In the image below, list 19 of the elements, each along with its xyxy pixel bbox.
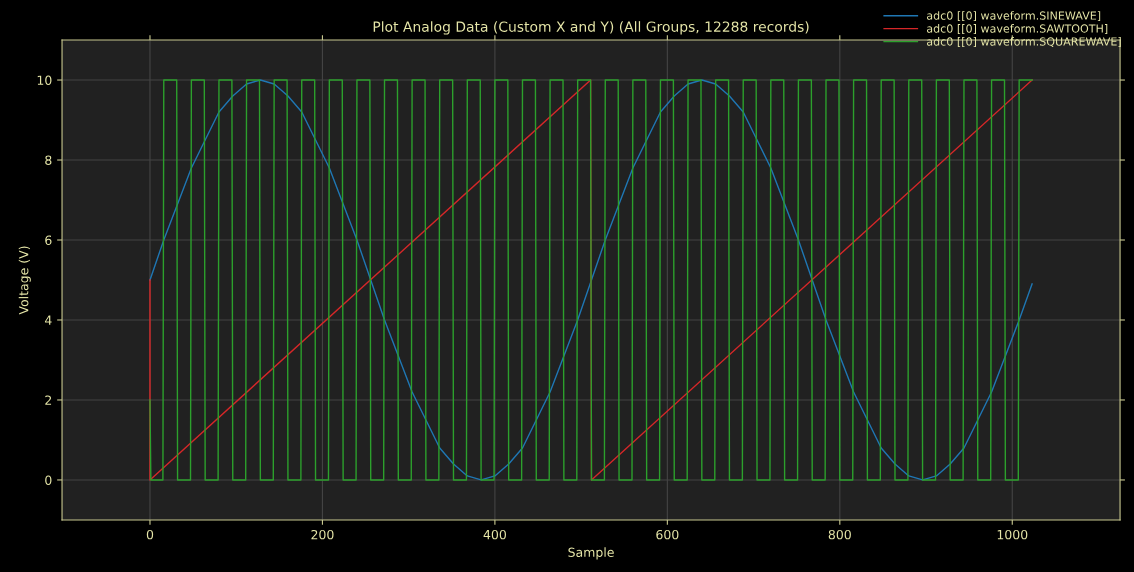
x-tick-label: 0: [146, 529, 154, 540]
x-tick-label: 1000: [997, 529, 1028, 540]
x-tick-label: 200: [311, 529, 334, 540]
y-tick-label: 2: [45, 395, 52, 405]
x-tick-label: 800: [828, 529, 851, 540]
legend-label: adc0 [[0] waveform.SINEWAVE]: [926, 11, 1101, 22]
line-series: [149, 79, 1033, 481]
x-tick-label: 400: [483, 529, 506, 540]
y-tick-label: 4: [44, 315, 52, 325]
chart-title: Plot Analog Data (Custom X and Y) (All Groups, 12288 records): [373, 21, 809, 35]
x-axis-title: Sample: [568, 547, 614, 560]
legend-label: adc0 [[0] waveform.SAWTOOTH]: [926, 24, 1108, 35]
y-tick-label: 10: [37, 75, 52, 85]
y-axis-title: Voltage (V): [18, 246, 31, 315]
legend-label: adc0 [[0] waveform.SQUAREWAVE]: [926, 37, 1121, 47]
y-tick-label: 8: [45, 155, 52, 165]
y-tick-label: 0: [45, 475, 52, 485]
y-tick-label: 6: [45, 235, 52, 245]
x-tick-label: 600: [656, 529, 679, 540]
